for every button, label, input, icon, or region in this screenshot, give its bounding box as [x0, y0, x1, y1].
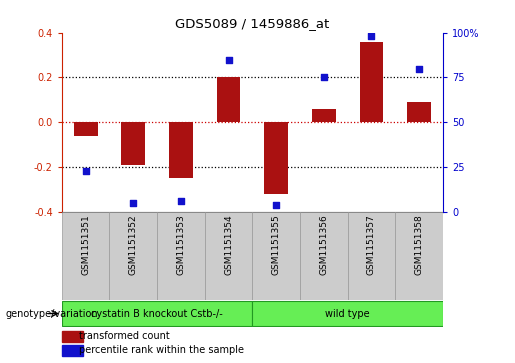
FancyBboxPatch shape [395, 212, 443, 299]
Text: GSM1151357: GSM1151357 [367, 215, 376, 276]
Point [177, 198, 185, 204]
Point [415, 66, 423, 72]
FancyBboxPatch shape [348, 212, 395, 299]
Point [225, 57, 233, 62]
Title: GDS5089 / 1459886_at: GDS5089 / 1459886_at [175, 17, 330, 30]
Text: GSM1151356: GSM1151356 [319, 215, 328, 276]
FancyBboxPatch shape [300, 212, 348, 299]
FancyBboxPatch shape [252, 301, 443, 326]
FancyBboxPatch shape [62, 301, 252, 326]
Point [367, 33, 375, 39]
Bar [74, 122, 97, 136]
Text: percentile rank within the sample: percentile rank within the sample [79, 346, 244, 355]
FancyBboxPatch shape [109, 212, 157, 299]
FancyBboxPatch shape [62, 212, 109, 299]
Point [272, 202, 280, 208]
Text: GSM1151355: GSM1151355 [272, 215, 281, 276]
Text: genotype/variation: genotype/variation [5, 309, 98, 319]
Text: GSM1151354: GSM1151354 [224, 215, 233, 275]
Text: cystatin B knockout Cstb-/-: cystatin B knockout Cstb-/- [91, 309, 223, 319]
Text: GSM1151351: GSM1151351 [81, 215, 90, 276]
Text: wild type: wild type [325, 309, 370, 319]
Bar [312, 109, 336, 122]
Bar [217, 77, 241, 122]
Point [81, 168, 90, 174]
Bar [359, 42, 383, 122]
Point [129, 200, 138, 206]
Bar [407, 102, 431, 122]
Bar [62, 345, 83, 356]
Text: transformed count: transformed count [79, 331, 170, 341]
Text: GSM1151352: GSM1151352 [129, 215, 138, 275]
FancyBboxPatch shape [157, 212, 204, 299]
Bar [169, 122, 193, 178]
Bar [264, 122, 288, 194]
Text: GSM1151353: GSM1151353 [177, 215, 185, 276]
Point [320, 74, 328, 80]
Bar [62, 331, 83, 342]
FancyBboxPatch shape [252, 212, 300, 299]
Text: GSM1151358: GSM1151358 [415, 215, 423, 276]
Bar [122, 122, 145, 165]
FancyBboxPatch shape [204, 212, 252, 299]
